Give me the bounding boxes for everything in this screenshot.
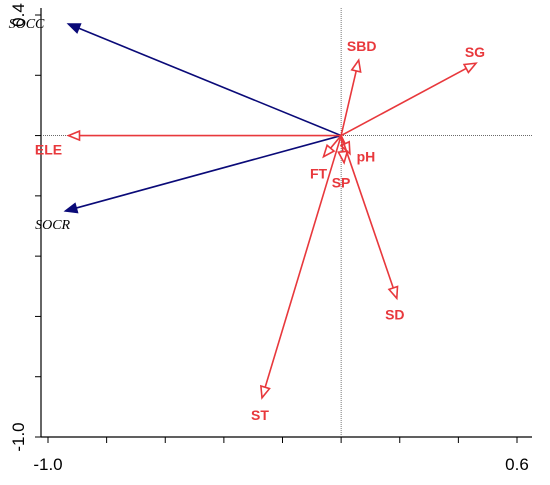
x-tick-label-min: -1.0 [33,455,62,474]
labels-layer: -1.0 0.6 0.4 -1.0 SOCC SOCR ELE SBD SG FT pH SP SD ST [9,3,529,474]
y-tick-label-max: 0.4 [9,3,28,27]
vector-ele-arrowhead [66,129,81,142]
vector-sd [340,135,398,299]
x-tick-label-max: 0.6 [505,455,529,474]
vector-socr [65,134,342,212]
vector-sd-arrowhead [387,285,399,301]
plot-frame [40,8,532,438]
label-ele: ELE [35,142,62,158]
label-st: ST [251,407,269,423]
label-sbd: SBD [347,38,377,54]
vector-sg [340,62,477,137]
label-sp: SP [332,175,351,191]
vector-sp-arrowhead [337,150,349,165]
vector-socc [68,23,342,137]
label-ft: FT [310,166,328,182]
vector-ft-arrowhead [322,143,336,159]
vector-socr-arrowhead [63,202,79,214]
vector-sbd-arrowhead [350,58,362,73]
vectors-layer [63,23,478,400]
origin-lines [41,8,532,437]
vector-sg-arrowhead [462,62,478,74]
axis-ticks [35,14,518,443]
label-socr: SOCR [35,218,70,233]
vector-st-arrowhead [259,384,271,400]
label-socc: SOCC [9,17,45,32]
vector-socc-arrowhead [66,23,82,34]
label-sd: SD [385,306,404,322]
label-ph: pH [357,149,376,165]
vector-sbd [340,60,360,136]
vector-st [261,135,342,399]
label-sg: SG [465,44,485,60]
y-tick-label-min: -1.0 [9,422,28,451]
